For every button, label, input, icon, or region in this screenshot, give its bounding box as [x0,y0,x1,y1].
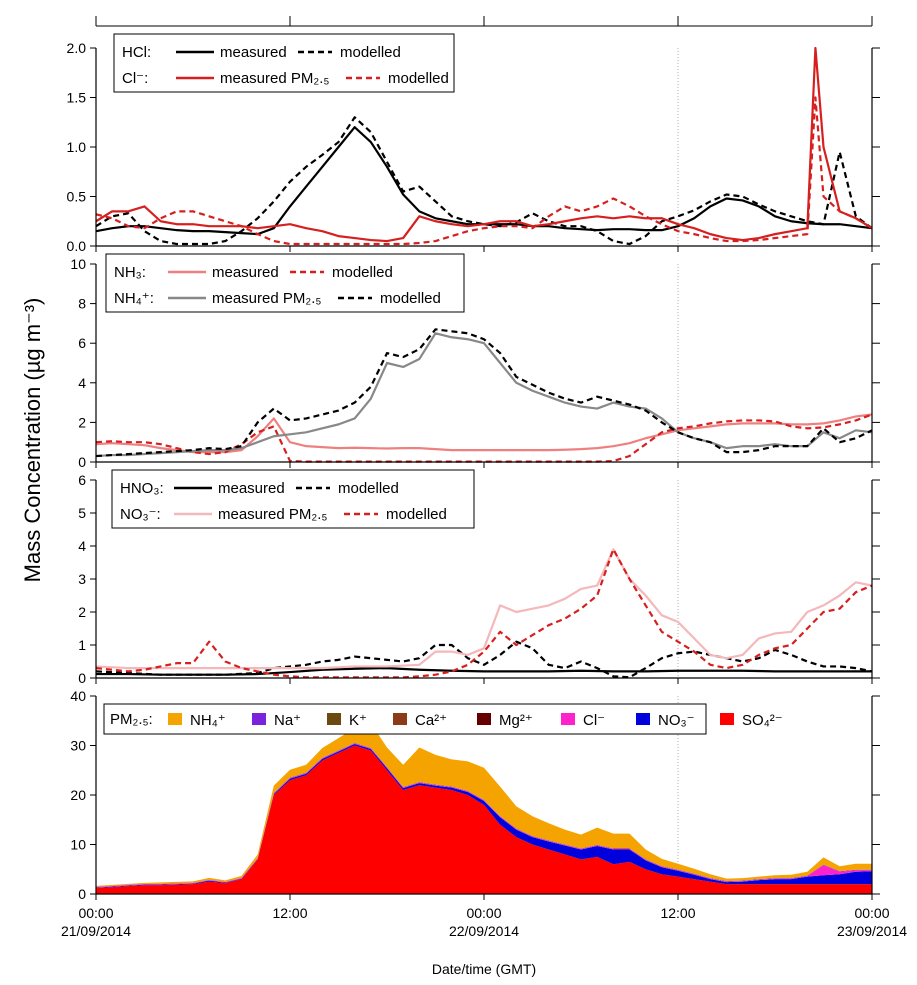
legend-row-label: HCl: [122,44,151,61]
line-series [95,116,873,246]
x-tick-label-time: 00:00 [78,905,113,921]
panel-2: 0 2 4 6 8 10 [70,256,880,470]
legend-label: K⁺ [349,712,367,729]
legend-panel-3: HNO₃: measured modelled NO₃⁻: measured PM₂.₅… [111,469,475,529]
y-tick-label: 0.5 [67,189,87,205]
legend-swatch [477,713,491,725]
legend-entry: measured [212,264,279,281]
y-tick-label: 1.5 [67,90,87,106]
chart-panels: 0.0 0.5 1.0 1.5 2.0 0 2 4 6 8 10 0 1 2 3 4 5 6 0 10 20 30 40 [67,40,880,902]
legend-swatch [252,713,266,725]
line-series [95,328,873,458]
y-tick-label: 30 [70,738,86,754]
legend-swatch [720,713,734,725]
legend-entry: modelled [380,290,441,307]
legend-entry: measured [220,44,287,61]
x-axis-title: Date/time (GMT) [432,961,536,977]
legend-row-label: NH₃: [114,264,146,281]
legend-label: SO₄²⁻ [742,712,783,729]
legend-swatch [561,713,575,725]
legend-row-label: Cl⁻: [122,70,148,87]
legend-label: Mg²⁺ [499,712,533,729]
y-tick-label: 1 [78,637,86,653]
legend-swatch [168,713,182,725]
y-tick-label: 10 [70,256,86,272]
legend-entry: modelled [332,264,393,281]
legend-label: Na⁺ [274,712,301,729]
y-tick-label: 0 [78,670,86,686]
x-tick-label-time: 12:00 [272,905,307,921]
line-series [95,413,873,463]
y-tick-label: 10 [70,837,86,853]
legend-label: NH₄⁺ [190,712,226,729]
legend-entry: measured PM₂.₅ [220,70,329,87]
line-series [95,96,873,246]
y-tick-label: 20 [70,787,86,803]
x-tick-label-date: 23/09/2014 [837,923,907,939]
legend-label: Cl⁻ [583,712,605,729]
x-tick-label-time: 00:00 [854,905,889,921]
y-tick-label: 6 [78,335,86,351]
y-tick-label: 40 [70,688,86,704]
legend-label: Ca²⁺ [415,712,447,729]
legend-box [113,33,455,93]
top-time-axis [95,16,873,27]
chart-legends: HCl: measured modelled Cl⁻: measured PM₂.₅ mo… [103,33,783,735]
panel-4: 0 10 20 30 40 [70,688,880,902]
legend-row-label: HNO₃: [120,480,164,497]
legend-entry: measured [218,480,285,497]
y-tick-label: 3 [78,571,86,587]
line-series [95,46,873,243]
panel-3: 0 1 2 3 4 5 6 [78,472,880,686]
panel-1: 0.0 0.5 1.0 1.5 2.0 [67,40,880,254]
bottom-time-axis: 00:00 21/09/2014 12:00 00:00 22/09/2014 12:00… [61,905,907,939]
area-series [96,744,872,889]
x-tick-label-date: 22/09/2014 [449,923,519,939]
legend-entry: modelled [386,506,447,523]
y-tick-label: 1.0 [67,139,87,155]
legend-box [105,253,465,313]
x-tick-label-time: 12:00 [660,905,695,921]
y-tick-label: 5 [78,505,86,521]
line-series [95,640,873,679]
line-series [95,548,873,670]
legend-label: NO₃⁻ [658,712,695,729]
legend-row-label: NO₃⁻: [120,506,161,523]
y-tick-label: 6 [78,472,86,488]
legend-entry: measured PM₂.₅ [212,290,321,307]
legend-swatch [393,713,407,725]
legend-panel-4: PM₂.₅: NH₄⁺ Na⁺ K⁺ Ca²⁺ Mg²⁺ Cl⁻ NO₃⁻ SO₄²⁻ [103,703,783,735]
x-tick-label-time: 00:00 [466,905,501,921]
y-axis-title: Mass Concentration (µg m⁻³) [20,298,45,583]
y-tick-label: 2 [78,604,86,620]
legend-entry: modelled [340,44,401,61]
y-tick-label: 4 [78,538,86,554]
y-tick-label: 0 [78,454,86,470]
line-series [95,332,873,458]
legend-entry: measured PM₂.₅ [218,506,327,523]
y-tick-label: 4 [78,375,86,391]
y-tick-label: 2.0 [67,40,87,56]
legend-panel-1: HCl: measured modelled Cl⁻: measured PM₂.₅ mo… [113,33,455,93]
legend-entry: modelled [388,70,449,87]
legend-swatch [636,713,650,725]
legend-title: PM₂.₅: [110,711,153,728]
y-tick-label: 0 [78,886,86,902]
legend-entry: modelled [338,480,399,497]
legend-swatch [327,713,341,725]
x-tick-label-date: 21/09/2014 [61,923,131,939]
y-tick-label: 2 [78,414,86,430]
y-tick-label: 8 [78,296,86,312]
legend-panel-2: NH₃: measured modelled NH₄⁺: measured PM₂.₅ m… [105,253,465,313]
line-series [96,667,872,676]
y-tick-label: 0.0 [67,238,87,254]
legend-row-label: NH₄⁺: [114,290,154,307]
line-series [95,548,873,679]
area-series [96,745,872,894]
legend-box [111,469,475,529]
